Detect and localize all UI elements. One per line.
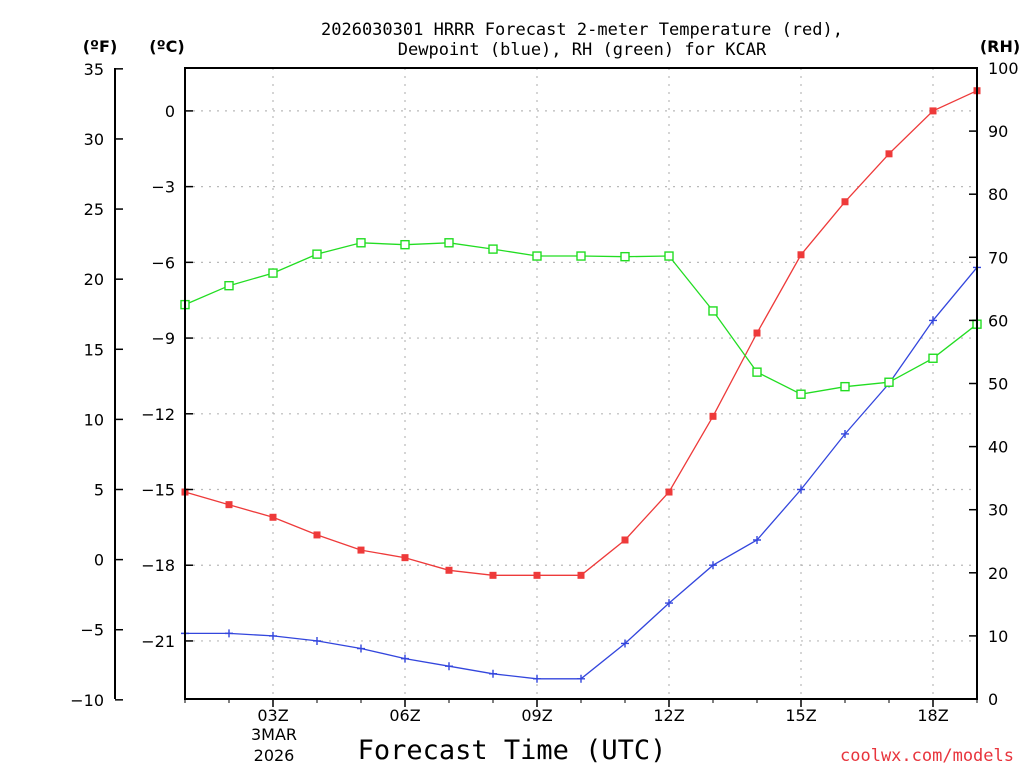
axis-ticks: 03Z 06Z 09Z 12Z 15Z 18Z 0 −3 −6 −9 −12 −15 −18 −21 35 3… bbox=[70, 59, 1018, 725]
rh-data-point bbox=[840, 381, 850, 392]
x-tick-label: 18Z bbox=[917, 706, 948, 725]
temperature-data-point bbox=[797, 251, 805, 259]
rh-tick-label: 20 bbox=[988, 564, 1008, 583]
data-series bbox=[180, 87, 982, 683]
fahrenheit-unit-label: (ºF) bbox=[83, 37, 118, 56]
temperature-data-point bbox=[269, 513, 277, 521]
chart-title-line1: 2026030301 HRRR Forecast 2-meter Tempera… bbox=[321, 20, 843, 40]
x-tick-label: 12Z bbox=[653, 706, 684, 725]
celsius-tick-label: −9 bbox=[151, 329, 175, 348]
x-axis-label: Forecast Time (UTC) bbox=[358, 735, 667, 766]
rh-data-point bbox=[532, 251, 542, 261]
dewpoint-data-point bbox=[269, 631, 277, 640]
dewpoint-data-point bbox=[225, 629, 233, 638]
rh-data-point bbox=[576, 251, 586, 261]
dewpoint-data-point bbox=[489, 669, 497, 678]
rh-data-point bbox=[708, 306, 718, 316]
temperature-data-point bbox=[885, 150, 893, 158]
fahrenheit-tick-label: 5 bbox=[94, 481, 104, 500]
date-label-month: 3MAR bbox=[251, 725, 297, 744]
x-tick-label: 06Z bbox=[389, 706, 420, 725]
dewpoint-data-point bbox=[313, 636, 321, 645]
grid-lines bbox=[185, 68, 977, 699]
rh-data-point bbox=[928, 353, 938, 363]
rh-tick-label: 100 bbox=[988, 59, 1019, 78]
celsius-tick-label: −15 bbox=[141, 481, 175, 500]
credit-label: coolwx.com/models bbox=[840, 746, 1014, 766]
fahrenheit-tick-label: 0 bbox=[94, 551, 104, 570]
rh-data-point bbox=[488, 244, 498, 254]
temperature-data-point bbox=[577, 571, 585, 579]
fahrenheit-tick-label: −5 bbox=[80, 621, 104, 640]
rh-tick-label: 30 bbox=[988, 501, 1008, 520]
fahrenheit-tick-label: 10 bbox=[84, 410, 104, 429]
dewpoint-data-point bbox=[577, 674, 585, 683]
celsius-tick-label: −21 bbox=[141, 632, 175, 651]
celsius-tick-label: −6 bbox=[151, 253, 175, 272]
temperature-data-point bbox=[225, 501, 233, 509]
rh-tick-label: 70 bbox=[988, 248, 1008, 267]
dewpoint-data-point bbox=[533, 674, 541, 683]
temperature-data-point bbox=[313, 531, 321, 539]
rh-data-point bbox=[268, 268, 278, 278]
rh-data-point bbox=[664, 251, 674, 261]
rh-data-point bbox=[620, 251, 630, 262]
temperature-data-point bbox=[841, 198, 849, 206]
fahrenheit-tick-label: 15 bbox=[84, 340, 104, 359]
rh-tick-label: 60 bbox=[988, 311, 1008, 330]
temperature-data-point bbox=[445, 566, 453, 574]
dewpoint-data-point bbox=[621, 639, 629, 648]
fahrenheit-tick-label: 30 bbox=[84, 130, 104, 149]
dewpoint-data-point bbox=[665, 599, 673, 608]
temperature-data-point bbox=[533, 571, 541, 579]
temperature-data-point bbox=[489, 571, 497, 579]
temperature-data-point bbox=[709, 412, 717, 420]
fahrenheit-tick-label: 25 bbox=[84, 200, 104, 219]
temperature-data-point bbox=[665, 488, 673, 496]
temperature-data-point bbox=[621, 536, 629, 544]
temperature-data-point bbox=[401, 554, 409, 562]
x-tick-label: 15Z bbox=[785, 706, 816, 725]
dewpoint-data-point bbox=[357, 644, 365, 653]
celsius-tick-label: 0 bbox=[165, 102, 175, 121]
temperature-data-point bbox=[357, 546, 365, 554]
dewpoint-data-point bbox=[841, 429, 849, 438]
rh-tick-label: 10 bbox=[988, 627, 1008, 646]
x-tick-label: 03Z bbox=[257, 706, 288, 725]
dewpoint-data-point bbox=[709, 561, 717, 570]
dewpoint-data-point bbox=[753, 535, 761, 544]
celsius-tick-label: −3 bbox=[151, 178, 175, 197]
rh-data-point bbox=[312, 249, 322, 259]
dewpoint-data-point bbox=[929, 316, 937, 325]
dewpoint-data-point bbox=[401, 654, 409, 663]
dewpoint-data-point bbox=[797, 485, 805, 494]
celsius-unit-label: (ºC) bbox=[149, 37, 184, 56]
fahrenheit-tick-label: 20 bbox=[84, 270, 104, 289]
rh-data-point bbox=[400, 239, 410, 250]
rh-data-point bbox=[224, 280, 234, 291]
temperature-data-point bbox=[753, 329, 761, 337]
chart-title-line2: Dewpoint (blue), RH (green) for KCAR bbox=[398, 40, 767, 60]
rh-unit-label: (RH) bbox=[980, 37, 1020, 56]
rh-data-point bbox=[444, 238, 454, 248]
rh-data-point bbox=[796, 389, 806, 399]
rh-tick-label: 40 bbox=[988, 438, 1008, 457]
date-label-year: 2026 bbox=[254, 746, 295, 765]
x-tick-label: 09Z bbox=[521, 706, 552, 725]
dewpoint-data-point bbox=[445, 662, 453, 671]
fahrenheit-tick-label: 35 bbox=[84, 60, 104, 79]
rh-tick-label: 50 bbox=[988, 375, 1008, 394]
celsius-tick-label: −18 bbox=[141, 556, 175, 575]
rh-tick-label: 80 bbox=[988, 185, 1008, 204]
rh-data-point bbox=[356, 238, 366, 248]
celsius-tick-label: −12 bbox=[141, 405, 175, 424]
fahrenheit-tick-label: −10 bbox=[70, 691, 104, 710]
rh-tick-label: 90 bbox=[988, 122, 1008, 141]
rh-data-point bbox=[884, 377, 894, 387]
rh-data-point bbox=[752, 367, 762, 377]
temperature-data-point bbox=[929, 107, 937, 115]
rh-tick-label: 0 bbox=[988, 690, 998, 709]
